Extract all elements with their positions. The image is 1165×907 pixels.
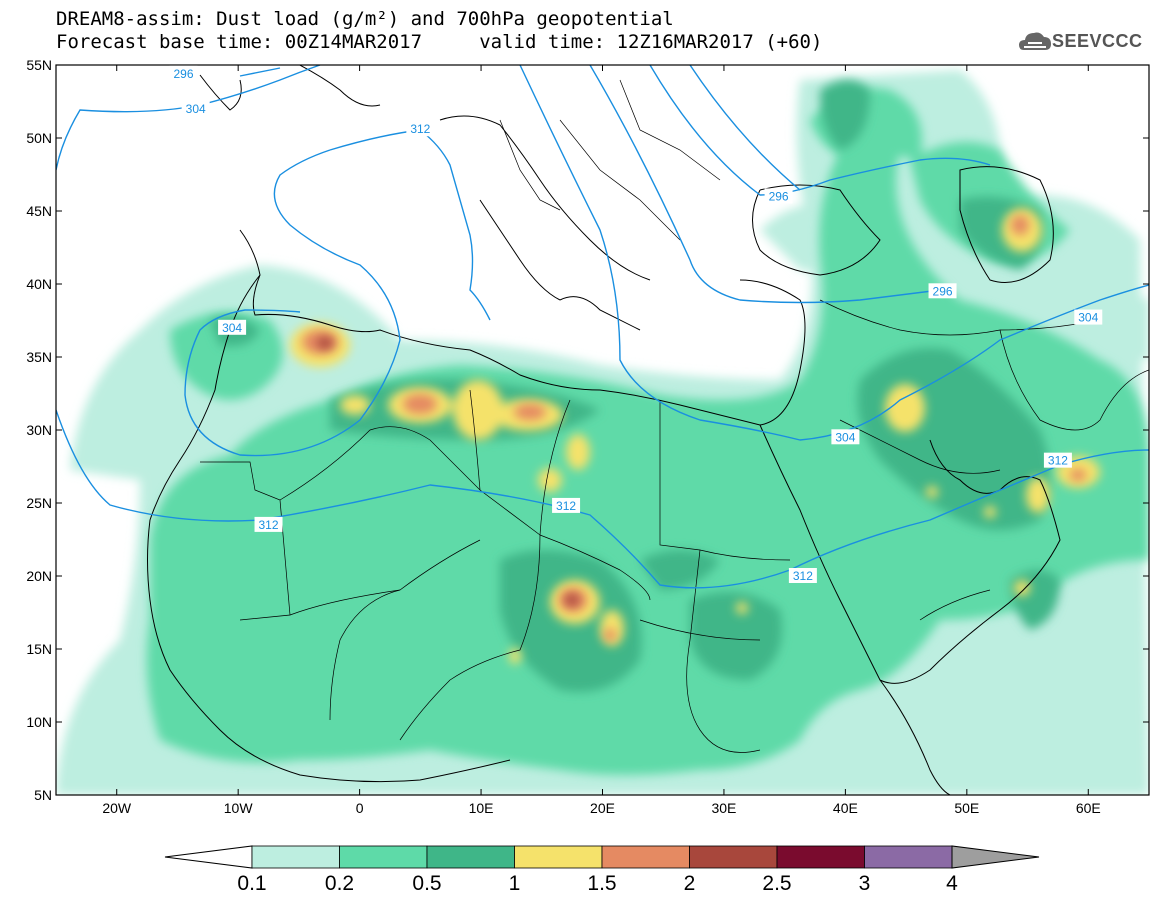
map-title: DREAM8-assim: Dust load (g/m²) and 700hP… xyxy=(56,8,674,30)
isoline-label-bg xyxy=(1074,309,1103,325)
isoline-label-bg xyxy=(218,319,247,335)
lat-label: 35N xyxy=(26,349,52,365)
lat-label: 30N xyxy=(26,422,52,438)
isoline-label: 312 xyxy=(1048,454,1068,468)
isoline-label-bg xyxy=(788,568,817,583)
lon-label: 20E xyxy=(590,800,615,816)
colorbar-label: 4 xyxy=(946,872,958,895)
isoline-label: 312 xyxy=(410,122,430,136)
lon-label: 10E xyxy=(469,800,494,816)
isoline-label-bg xyxy=(552,497,581,513)
colorbar-swatch xyxy=(776,845,865,869)
isoline-label-bg xyxy=(181,100,210,116)
isoline-label-bg xyxy=(406,121,435,137)
colorbar-over-arrow xyxy=(951,845,1040,869)
axis-ticks xyxy=(56,64,1149,796)
lat-label: 25N xyxy=(26,495,52,511)
lat-label: 40N xyxy=(26,276,52,292)
isoline-label: 312 xyxy=(793,569,813,583)
isoline-label-bg xyxy=(831,429,860,445)
colorbar-label: 3 xyxy=(859,872,871,895)
isoline-label: 312 xyxy=(259,518,279,532)
colorbar-label: 0.1 xyxy=(237,872,266,895)
isoline-label: 296 xyxy=(174,67,194,81)
country-borders xyxy=(200,79,1149,753)
isoline-label: 304 xyxy=(1078,311,1098,325)
lat-label: 15N xyxy=(26,641,52,657)
isoline-label: 304 xyxy=(222,321,242,335)
isoline-label-bg xyxy=(1043,452,1072,468)
cloud-icon xyxy=(1019,32,1051,50)
colorbar-swatch xyxy=(251,845,340,869)
isoline-label-bg xyxy=(169,65,198,81)
colorbar-under-arrow xyxy=(164,845,253,869)
dust-field xyxy=(56,65,1149,795)
lon-label: 10W xyxy=(224,800,254,816)
lon-label: 40E xyxy=(833,800,858,816)
logo-text: SEEVCCC xyxy=(1052,31,1143,51)
lat-label: 50N xyxy=(26,130,52,146)
isoline-label-bg xyxy=(254,516,283,532)
forecast-time-line: Forecast base time: 00Z14MAR2017 valid t… xyxy=(56,31,823,53)
isoline-label-bg xyxy=(928,283,957,299)
colorbar-label: 1 xyxy=(509,872,521,895)
colorbar-swatch xyxy=(689,845,778,869)
lat-label: 45N xyxy=(26,203,52,219)
isoline-label: 312 xyxy=(556,499,576,513)
colorbar-label: 2.5 xyxy=(762,872,791,895)
colorbar-label: 1.5 xyxy=(587,872,616,895)
colorbar-swatch xyxy=(601,845,690,869)
lon-label: 50E xyxy=(954,800,979,816)
colorbar-label: 2 xyxy=(684,872,696,895)
colorbar-label: 0.2 xyxy=(325,872,354,895)
dust-level-2 xyxy=(317,337,579,606)
isoline-label: 296 xyxy=(769,189,789,203)
isoline-label: 296 xyxy=(933,284,953,298)
lat-label: 55N xyxy=(26,57,52,73)
coastlines xyxy=(147,65,1061,795)
colorbar-swatch xyxy=(426,845,515,869)
colorbar-swatch xyxy=(514,845,603,869)
lon-label: 0 xyxy=(356,800,364,816)
lat-label: 10N xyxy=(26,714,52,730)
lon-label: 30E xyxy=(711,800,736,816)
lat-label: 20N xyxy=(26,568,52,584)
colorbar: 0.1 0.2 0.5 1 1.5 2 2.5 3 4 xyxy=(164,845,1040,895)
lat-label: 5N xyxy=(34,787,52,803)
isoline-label: 304 xyxy=(835,430,855,444)
axis-labels: 20W 10W 0 10E 20E 30E 40E 50E 60E 55N 50N 45N 40N 35N… xyxy=(26,57,1100,816)
isoline-label-bg xyxy=(764,188,793,204)
colorbar-swatch xyxy=(864,845,953,869)
colorbar-label: 0.5 xyxy=(412,872,441,895)
lon-label: 60E xyxy=(1076,800,1101,816)
isoline-labels: 304 304 312 312 312 312 312 304 304 296 296 296 xyxy=(169,65,1103,583)
isoline-label: 304 xyxy=(186,102,206,116)
lon-label: 20W xyxy=(102,800,132,816)
colorbar-swatch xyxy=(339,845,428,869)
geopotential-isolines xyxy=(56,65,1149,589)
